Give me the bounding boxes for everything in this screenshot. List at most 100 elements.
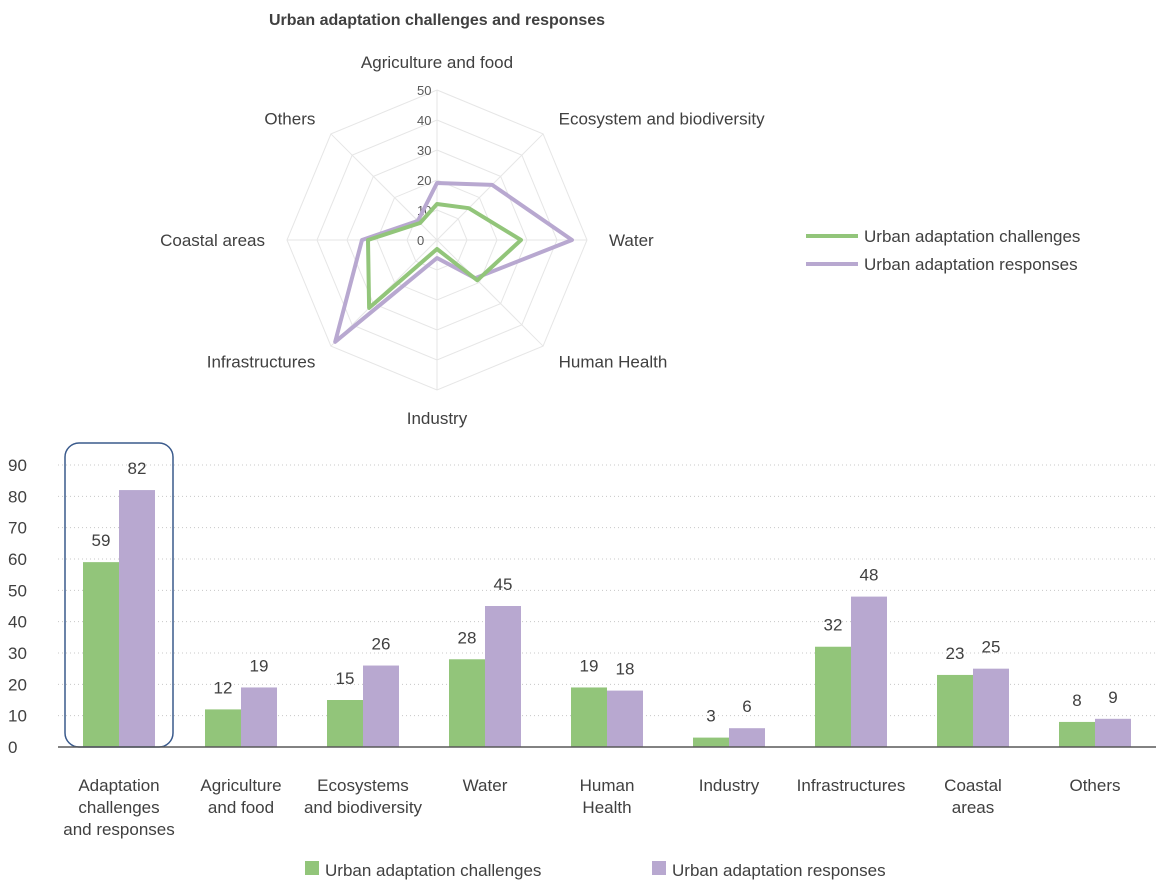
- radar-series-line-challenges: [366, 202, 523, 310]
- radar-legend-label: Urban adaptation responses: [864, 255, 1078, 274]
- radar-category-label: Agriculture and food: [361, 53, 513, 72]
- bar-data-label: 19: [250, 656, 269, 675]
- bar-data-label: 32: [824, 616, 843, 635]
- bar-category-label: Agriculture and food: [200, 776, 281, 817]
- bar-category-label: Adaptation challenges and responses: [63, 776, 175, 839]
- bar-category-label: Ecosystems and biodiversity: [304, 776, 423, 817]
- bar-responses: [363, 665, 399, 747]
- bar-y-tick-label: 40: [8, 613, 27, 632]
- bar-y-tick-label: 20: [8, 675, 27, 694]
- bar-data-label: 45: [494, 575, 513, 594]
- radar-legend: Urban adaptation challenges Urban adaptat…: [806, 227, 1080, 274]
- bar-responses: [973, 668, 1009, 747]
- radar-legend-label: Urban adaptation challenges: [864, 227, 1080, 246]
- bar-challenges: [815, 646, 851, 747]
- radar-category-label: Coastal areas: [160, 231, 265, 250]
- bar-y-tick-label: 10: [8, 707, 27, 726]
- radar-radial-tick: 0: [417, 233, 424, 248]
- bar-category-label-line: Health: [582, 798, 631, 817]
- bar-data-label: 12: [214, 678, 233, 697]
- bar-y-tick-label: 50: [8, 581, 27, 600]
- bar-y-tick-label: 90: [8, 456, 27, 475]
- bar-data-label: 8: [1072, 691, 1081, 710]
- radar-spoke: [436, 239, 544, 347]
- bar-category-label-line: Others: [1069, 776, 1120, 795]
- bar-challenges: [571, 687, 607, 747]
- bar-challenges: [1059, 721, 1095, 747]
- radar-chart-title: Urban adaptation challenges and response…: [269, 12, 605, 29]
- bar-data-label: 9: [1108, 688, 1117, 707]
- radar-series-line-responses: [333, 181, 574, 344]
- bar-category-label: Human Health: [580, 776, 635, 817]
- bar-category-label-line: and responses: [63, 820, 175, 839]
- radar-radial-tick: 30: [417, 143, 431, 158]
- radar-category-label: Infrastructures: [207, 353, 316, 372]
- bar-data-label: 59: [92, 531, 111, 550]
- bar-data-label: 48: [860, 566, 879, 585]
- bar-legend-swatch: [305, 861, 319, 875]
- bar-category-label-line: Industry: [699, 776, 760, 795]
- bar-legend-label: Urban adaptation challenges: [325, 861, 541, 880]
- radar-category-label: Ecosystem and biodiversity: [559, 109, 765, 128]
- bar-category-label-line: and biodiversity: [304, 798, 423, 817]
- bar-category-label-line: Water: [463, 776, 508, 795]
- bar-data-label: 28: [458, 628, 477, 647]
- bar-category-label-line: challenges: [78, 798, 159, 817]
- bar-challenges: [83, 562, 119, 747]
- bar-data-label: 26: [372, 635, 391, 654]
- bar-category-label: Others: [1069, 776, 1120, 795]
- bar-challenges: [937, 674, 973, 747]
- bar-responses: [241, 687, 277, 747]
- bar-challenges: [205, 709, 241, 747]
- radar-radial-tick: 20: [417, 173, 431, 188]
- bar-category-label: Coastal areas: [944, 776, 1002, 817]
- bar-category-label-line: areas: [952, 798, 995, 817]
- bar-data-label: 19: [580, 656, 599, 675]
- radar-category-label: Water: [609, 231, 654, 250]
- bar-responses: [1095, 718, 1131, 747]
- bar-y-tick-label: 30: [8, 644, 27, 663]
- bar-data-label: 15: [336, 669, 355, 688]
- radar-radial-tick: 40: [417, 113, 431, 128]
- bar-category-label-line: Coastal: [944, 776, 1002, 795]
- bar-data-label: 25: [982, 638, 1001, 657]
- bar-challenges: [449, 659, 485, 747]
- bar-data-label: 6: [742, 697, 751, 716]
- bar-responses: [607, 690, 643, 747]
- bar-legend: Urban adaptation challenges Urban adaptat…: [305, 861, 886, 880]
- bar-y-tick-label: 70: [8, 519, 27, 538]
- bar-legend-swatch: [652, 861, 666, 875]
- bar-challenges: [693, 737, 729, 747]
- bar-data-label: 82: [128, 459, 147, 478]
- bar-category-label: Water: [463, 776, 508, 795]
- radar-category-label: Others: [264, 109, 315, 128]
- bar-category-label: Infrastructures: [797, 776, 906, 795]
- bar-responses: [729, 728, 765, 747]
- bar-y-tick-label: 60: [8, 550, 27, 569]
- bar-responses: [119, 490, 155, 747]
- radar-spoke: [436, 133, 544, 241]
- bar-category-label-line: Ecosystems: [317, 776, 409, 795]
- radar-radial-tick: 50: [417, 83, 431, 98]
- bar-category-label-line: Adaptation: [78, 776, 159, 795]
- bar-challenges: [327, 700, 363, 747]
- bar-category-label-line: Human: [580, 776, 635, 795]
- bar-data-label: 3: [706, 707, 715, 726]
- bar-data-label: 18: [616, 660, 635, 679]
- bar-category-label-line: and food: [208, 798, 274, 817]
- bar-y-tick-label: 0: [8, 738, 17, 757]
- bar-chart: 0 10 20 30 40 50 60 70 80 90 59 82 Adaptation challen…: [8, 442, 1156, 839]
- bar-category-label: Industry: [699, 776, 760, 795]
- bar-category-label-line: Agriculture: [200, 776, 281, 795]
- bar-responses: [851, 596, 887, 747]
- bar-responses: [485, 606, 521, 747]
- bar-category-label-line: Infrastructures: [797, 776, 906, 795]
- radar-category-label: Industry: [407, 409, 468, 428]
- bar-y-tick-label: 80: [8, 487, 27, 506]
- bar-data-label: 23: [946, 644, 965, 663]
- radar-category-label: Human Health: [559, 353, 668, 372]
- bar-legend-label: Urban adaptation responses: [672, 861, 886, 880]
